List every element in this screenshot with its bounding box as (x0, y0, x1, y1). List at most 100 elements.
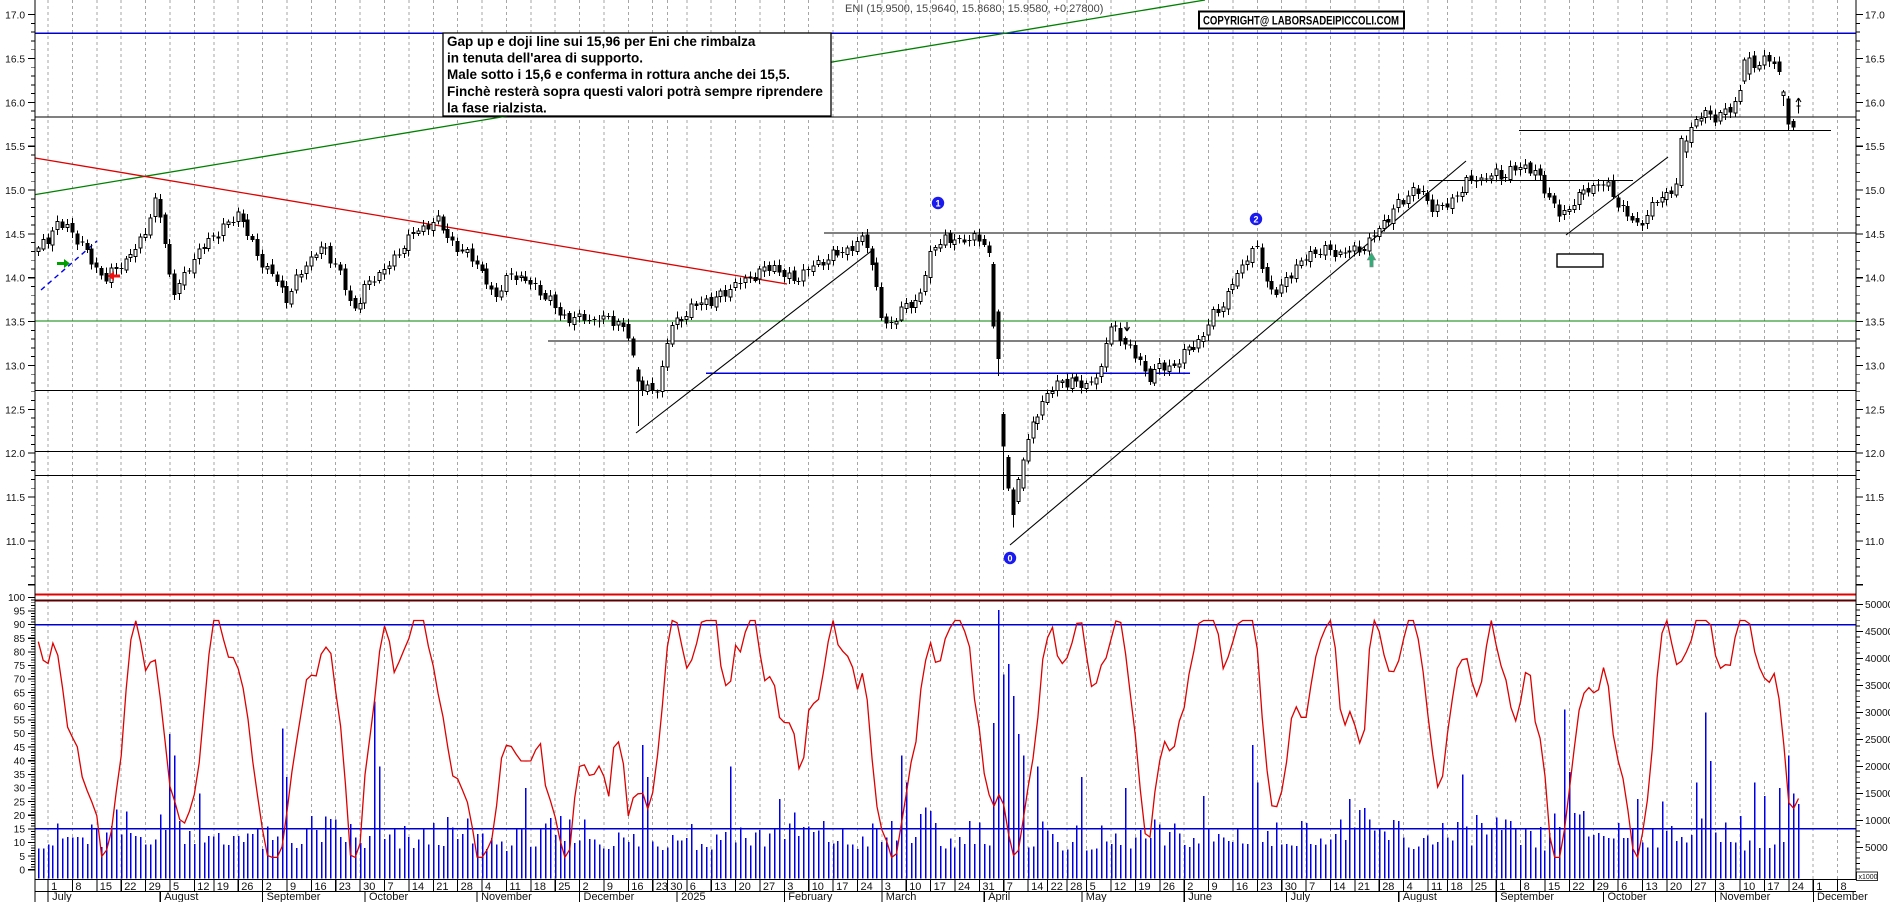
svg-text:Male sotto i 15,6 e conferma i: Male sotto i 15,6 e conferma in rottura … (447, 67, 790, 82)
svg-text:23: 23 (339, 881, 351, 893)
svg-text:9: 9 (1212, 881, 1218, 893)
svg-text:22: 22 (124, 881, 136, 893)
svg-text:90: 90 (14, 620, 26, 631)
svg-text:16.5: 16.5 (1865, 55, 1885, 66)
svg-text:March: March (886, 891, 917, 902)
svg-text:2025: 2025 (681, 891, 705, 902)
svg-text:8: 8 (1524, 881, 1530, 893)
svg-text:17: 17 (1767, 881, 1779, 893)
svg-text:13.5: 13.5 (1865, 318, 1885, 329)
svg-text:14: 14 (1031, 881, 1043, 893)
svg-text:9: 9 (607, 881, 613, 893)
svg-text:25: 25 (1475, 881, 1487, 893)
svg-text:60: 60 (14, 702, 26, 713)
svg-text:10000: 10000 (1865, 816, 1890, 827)
svg-text:13.0: 13.0 (1865, 361, 1885, 372)
svg-text:11.5: 11.5 (6, 493, 25, 504)
svg-text:4: 4 (1407, 881, 1413, 893)
svg-text:17.0: 17.0 (5, 11, 25, 22)
svg-text:15.5: 15.5 (1865, 142, 1885, 153)
svg-text:December: December (1817, 891, 1868, 902)
svg-text:17.0: 17.0 (1865, 11, 1885, 22)
svg-text:6: 6 (690, 881, 696, 893)
svg-text:June: June (1188, 891, 1212, 902)
svg-text:75: 75 (14, 661, 26, 672)
svg-text:ENI (15.9500, 15.9640, 15.8680: ENI (15.9500, 15.9640, 15.8680, 15.9580,… (845, 3, 1103, 15)
svg-text:27: 27 (763, 881, 775, 893)
svg-text:July: July (52, 891, 72, 902)
svg-text:May: May (1086, 891, 1107, 902)
svg-text:3: 3 (885, 881, 891, 893)
svg-text:80: 80 (14, 648, 26, 659)
svg-text:12.0: 12.0 (5, 449, 25, 460)
svg-text:23: 23 (656, 881, 668, 893)
svg-text:October: October (1608, 891, 1647, 902)
svg-text:16: 16 (1236, 881, 1248, 893)
svg-text:30: 30 (14, 784, 26, 795)
svg-text:15.0: 15.0 (1865, 186, 1885, 197)
svg-text:20: 20 (739, 881, 751, 893)
svg-text:25000: 25000 (1865, 735, 1890, 746)
svg-text:November: November (1720, 891, 1771, 902)
svg-text:2: 2 (266, 881, 272, 893)
svg-text:45: 45 (14, 743, 26, 754)
svg-text:15.5: 15.5 (5, 142, 25, 153)
svg-text:25: 25 (14, 797, 26, 808)
svg-text:1: 1 (935, 198, 940, 208)
svg-text:April: April (988, 891, 1010, 902)
svg-text:95: 95 (14, 607, 26, 618)
svg-text:12.0: 12.0 (1865, 449, 1885, 460)
svg-text:22: 22 (1572, 881, 1584, 893)
svg-text:14.5: 14.5 (5, 230, 25, 241)
svg-text:21: 21 (1358, 881, 1370, 893)
svg-text:13: 13 (714, 881, 726, 893)
svg-text:4: 4 (485, 881, 491, 893)
svg-text:COPYRIGHT@ LABORSADEIPICCOLI.C: COPYRIGHT@ LABORSADEIPICCOLI.COM (1203, 14, 1399, 28)
svg-text:12.5: 12.5 (5, 405, 25, 416)
svg-text:November: November (481, 891, 532, 902)
svg-text:15.0: 15.0 (5, 186, 25, 197)
svg-text:6: 6 (1621, 881, 1627, 893)
svg-text:24: 24 (958, 881, 970, 893)
svg-text:5: 5 (173, 881, 179, 893)
svg-text:11: 11 (1431, 881, 1442, 893)
svg-text:30000: 30000 (1865, 708, 1890, 719)
svg-text:2: 2 (1187, 881, 1193, 893)
svg-text:16: 16 (631, 881, 643, 893)
svg-text:30: 30 (363, 881, 375, 893)
svg-text:35000: 35000 (1865, 681, 1890, 692)
svg-text:September: September (267, 891, 321, 902)
svg-text:8: 8 (1841, 881, 1847, 893)
svg-text:10: 10 (1743, 881, 1755, 893)
svg-text:35: 35 (14, 770, 26, 781)
svg-text:1: 1 (1499, 881, 1505, 893)
svg-text:20000: 20000 (1865, 762, 1890, 773)
svg-text:31: 31 (982, 881, 994, 893)
svg-text:19: 19 (217, 881, 229, 893)
svg-text:5: 5 (1090, 881, 1096, 893)
svg-text:7: 7 (1007, 881, 1013, 893)
svg-text:20: 20 (14, 811, 26, 822)
svg-text:22: 22 (1051, 881, 1063, 893)
svg-text:17: 17 (934, 881, 946, 893)
svg-text:August: August (164, 891, 198, 902)
svg-text:50: 50 (14, 729, 26, 740)
svg-text:29: 29 (1597, 881, 1609, 893)
svg-text:in tenuta dell'area di support: in tenuta dell'area di supporto. (447, 51, 643, 66)
svg-text:27: 27 (1694, 881, 1706, 893)
svg-text:21: 21 (436, 881, 448, 893)
svg-text:18: 18 (1451, 881, 1463, 893)
svg-text:February: February (788, 891, 833, 902)
svg-text:0: 0 (1007, 553, 1012, 563)
svg-text:70: 70 (14, 675, 26, 686)
svg-text:15: 15 (100, 881, 112, 893)
svg-text:12: 12 (1114, 881, 1126, 893)
svg-text:7: 7 (1309, 881, 1315, 893)
svg-text:14.5: 14.5 (1865, 230, 1885, 241)
svg-text:26: 26 (241, 881, 253, 893)
svg-text:0: 0 (19, 865, 25, 876)
svg-text:16.5: 16.5 (5, 55, 25, 66)
svg-text:18: 18 (534, 881, 546, 893)
svg-text:December: December (584, 891, 635, 902)
svg-text:11.0: 11.0 (6, 537, 25, 548)
